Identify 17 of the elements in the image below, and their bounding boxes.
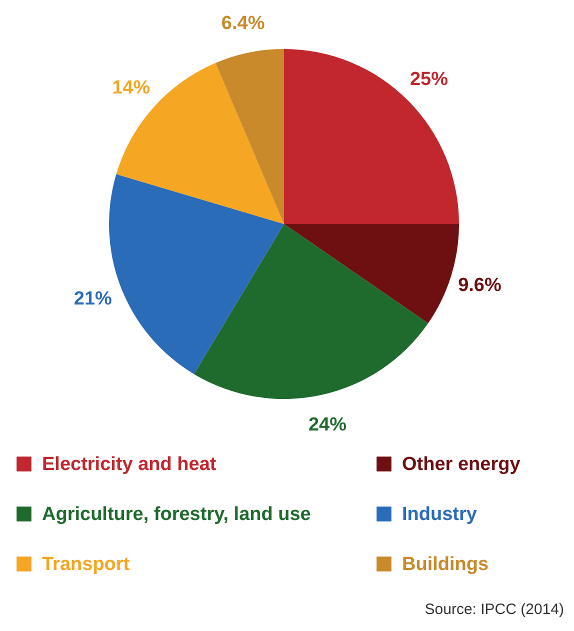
data-label: 24%: [308, 414, 347, 436]
source-note: Source: IPCC (2014): [424, 601, 564, 618]
legend-label: Agriculture, forestry, land use: [42, 504, 311, 525]
legend-label: Electricity and heat: [42, 454, 217, 475]
legend-label: Other energy: [402, 454, 521, 475]
data-label: 25%: [410, 69, 448, 90]
data-label: 9.6%: [458, 274, 502, 296]
legend-label: Transport: [42, 554, 130, 575]
pie-slice: [284, 224, 459, 324]
legend-label: Buildings: [402, 554, 489, 575]
pie-slice: [284, 49, 459, 224]
data-label: 6.4%: [221, 13, 265, 34]
pie-slice: [216, 49, 284, 224]
legend-label: Industry: [402, 504, 478, 525]
data-label: 21%: [74, 288, 112, 310]
data-label: 14%: [112, 77, 150, 98]
pie-slice: [194, 224, 428, 399]
